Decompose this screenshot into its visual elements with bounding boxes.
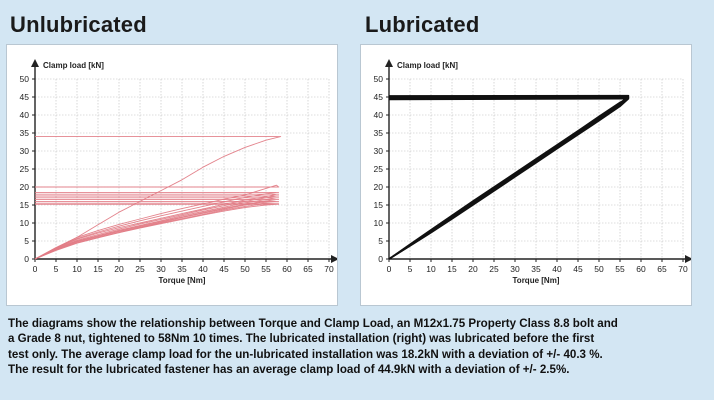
y-axis-label: Clamp load [kN] bbox=[43, 61, 104, 70]
x-tick-label: 70 bbox=[324, 264, 334, 274]
x-tick-label: 35 bbox=[531, 264, 541, 274]
x-tick-label: 10 bbox=[426, 264, 436, 274]
caption-line-2: a Grade 8 nut, tightened to 58Nm 10 time… bbox=[8, 332, 595, 346]
x-tick-label: 40 bbox=[198, 264, 208, 274]
x-tick-label: 35 bbox=[177, 264, 187, 274]
x-tick-label: 50 bbox=[240, 264, 250, 274]
x-axis-arrow bbox=[331, 255, 339, 263]
unlubricated-chart: 0 5 10 15 20 25 30 35 40 45 50 0 5 10 15 20 25 30 35 40 45 50… bbox=[20, 59, 339, 285]
y-tick-label: 50 bbox=[374, 74, 384, 84]
y-tick-label: 45 bbox=[20, 92, 30, 102]
x-axis-arrow bbox=[685, 255, 693, 263]
caption-line-4: The result for the lubricated fastener h… bbox=[8, 363, 570, 377]
y-tick-label: 50 bbox=[20, 74, 30, 84]
x-tick-label: 20 bbox=[468, 264, 478, 274]
caption-line-3: test only. The average clamp load for th… bbox=[8, 347, 603, 361]
unlubricated-chart-panel: 0 5 10 15 20 25 30 35 40 45 50 0 5 10 15 20 25 30 35 40 45 50… bbox=[6, 44, 339, 306]
x-tick-label: 45 bbox=[219, 264, 229, 274]
x-tick-label: 15 bbox=[447, 264, 457, 274]
series-line-10 bbox=[388, 96, 630, 260]
series-line-8 bbox=[34, 199, 280, 260]
y-tick-label: 15 bbox=[374, 200, 384, 210]
y-tick-label: 0 bbox=[24, 254, 29, 264]
x-tick-label: 0 bbox=[387, 264, 392, 274]
y-tick-label: 35 bbox=[374, 128, 384, 138]
x-tick-label: 5 bbox=[54, 264, 59, 274]
x-tick-label: 50 bbox=[594, 264, 604, 274]
y-tick-label: 0 bbox=[378, 254, 383, 264]
y-tick-label: 30 bbox=[20, 146, 30, 156]
series-line-7 bbox=[34, 195, 280, 260]
x-tick-label: 25 bbox=[489, 264, 499, 274]
x-axis-label: Torque [Nm] bbox=[513, 276, 560, 285]
y-tick-label: 40 bbox=[374, 110, 384, 120]
y-axis-arrow bbox=[31, 59, 39, 67]
y-tick-label: 5 bbox=[378, 236, 383, 246]
y-axis-arrow bbox=[385, 59, 393, 67]
x-tick-label: 30 bbox=[156, 264, 166, 274]
lubricated-chart-panel: 0 5 10 15 20 25 30 35 40 45 50 0 5 10 15 20 25 30 35 40 45 50… bbox=[360, 44, 693, 306]
y-tick-label: 10 bbox=[20, 218, 30, 228]
series-line-1 bbox=[34, 193, 280, 260]
series-line-9 bbox=[34, 191, 280, 260]
x-tick-label: 45 bbox=[573, 264, 583, 274]
y-tick-label: 45 bbox=[374, 92, 384, 102]
x-tick-label: 65 bbox=[657, 264, 667, 274]
y-tick-label: 5 bbox=[24, 236, 29, 246]
x-tick-label: 60 bbox=[636, 264, 646, 274]
y-tick-label: 35 bbox=[20, 128, 30, 138]
y-tick-label: 20 bbox=[374, 182, 384, 192]
x-tick-label: 30 bbox=[510, 264, 520, 274]
y-tick-label: 20 bbox=[20, 182, 30, 192]
series-line-10 bbox=[34, 136, 282, 260]
unlubricated-title: Unlubricated bbox=[10, 12, 147, 37]
x-tick-label: 55 bbox=[615, 264, 625, 274]
lubricated-title: Lubricated bbox=[365, 12, 480, 37]
caption-line-1: The diagrams show the relationship betwe… bbox=[8, 317, 618, 330]
series-line-3 bbox=[34, 200, 280, 260]
x-tick-label: 5 bbox=[408, 264, 413, 274]
y-tick-label: 25 bbox=[20, 164, 30, 174]
x-tick-label: 40 bbox=[552, 264, 562, 274]
series-line-4 bbox=[34, 203, 280, 260]
caption: The diagrams show the relationship betwe… bbox=[8, 316, 708, 378]
y-tick-label: 10 bbox=[374, 218, 384, 228]
x-tick-label: 55 bbox=[261, 264, 271, 274]
x-tick-label: 15 bbox=[93, 264, 103, 274]
x-tick-label: 10 bbox=[72, 264, 82, 274]
x-tick-label: 20 bbox=[114, 264, 124, 274]
lubricated-chart: 0 5 10 15 20 25 30 35 40 45 50 0 5 10 15 20 25 30 35 40 45 50… bbox=[374, 59, 693, 285]
y-axis-label: Clamp load [kN] bbox=[397, 61, 458, 70]
x-tick-label: 25 bbox=[135, 264, 145, 274]
y-tick-label: 25 bbox=[374, 164, 384, 174]
x-axis-label: Torque [Nm] bbox=[159, 276, 206, 285]
x-tick-label: 70 bbox=[678, 264, 688, 274]
y-tick-label: 30 bbox=[374, 146, 384, 156]
x-tick-label: 65 bbox=[303, 264, 313, 274]
y-tick-label: 15 bbox=[20, 200, 30, 210]
y-tick-label: 40 bbox=[20, 110, 30, 120]
series-line-6 bbox=[34, 202, 280, 260]
series-line-5 bbox=[34, 184, 280, 260]
x-tick-label: 60 bbox=[282, 264, 292, 274]
x-tick-label: 0 bbox=[33, 264, 38, 274]
